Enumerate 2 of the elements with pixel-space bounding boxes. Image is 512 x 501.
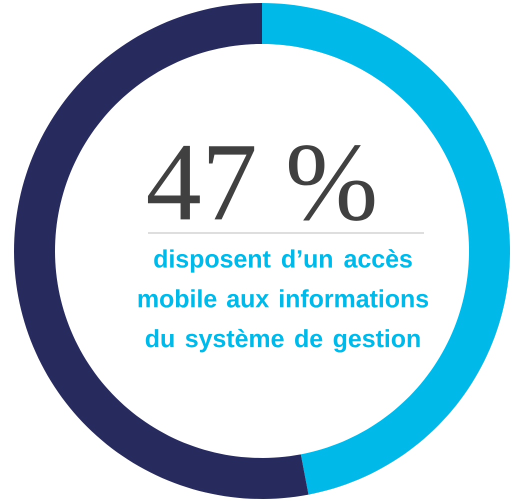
text: 47 % xyxy=(148,145,374,221)
text: disposent d’un accès mobile aux informations du système de gestion xyxy=(138,249,428,352)
